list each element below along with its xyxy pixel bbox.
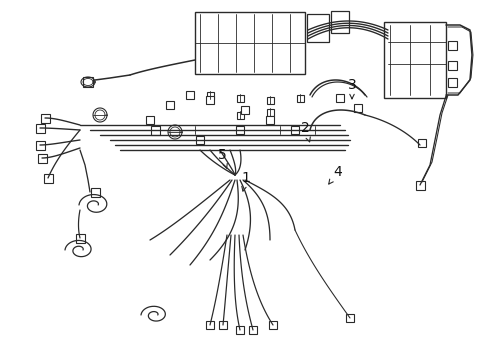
Bar	[336, 94, 344, 102]
Bar	[416, 180, 424, 189]
Bar	[267, 108, 273, 116]
Bar	[44, 174, 52, 183]
Bar	[35, 140, 45, 149]
Bar	[196, 136, 204, 144]
Text: 4: 4	[329, 165, 343, 184]
Bar	[146, 116, 154, 124]
Bar	[206, 96, 214, 104]
Text: 1: 1	[242, 171, 250, 191]
Bar	[35, 123, 45, 132]
Bar	[150, 126, 160, 135]
Bar	[266, 116, 274, 124]
Bar	[166, 101, 174, 109]
Bar	[249, 326, 257, 334]
Bar	[447, 41, 457, 50]
Bar	[447, 60, 457, 69]
Bar	[91, 188, 99, 197]
Bar	[206, 321, 214, 329]
Bar	[38, 153, 47, 162]
Bar	[75, 234, 84, 243]
Bar	[186, 91, 194, 99]
Bar	[291, 126, 299, 134]
Bar	[219, 321, 227, 329]
Bar	[241, 106, 249, 114]
Bar	[237, 95, 244, 102]
Bar	[195, 12, 305, 74]
Text: 5: 5	[218, 148, 227, 168]
Text: 2: 2	[301, 121, 310, 142]
Bar	[41, 113, 49, 122]
Bar	[296, 95, 303, 102]
Bar	[418, 139, 426, 147]
Bar	[236, 326, 244, 334]
Bar	[236, 126, 244, 134]
Bar	[267, 96, 273, 104]
Bar	[269, 321, 277, 329]
Bar	[447, 77, 457, 86]
Bar	[206, 91, 214, 99]
Bar	[384, 22, 446, 98]
Bar	[354, 104, 362, 112]
Text: 3: 3	[347, 78, 356, 99]
Bar	[346, 314, 354, 322]
Bar	[307, 14, 329, 42]
Bar	[331, 11, 349, 33]
Bar	[83, 77, 93, 87]
Bar	[237, 112, 244, 118]
